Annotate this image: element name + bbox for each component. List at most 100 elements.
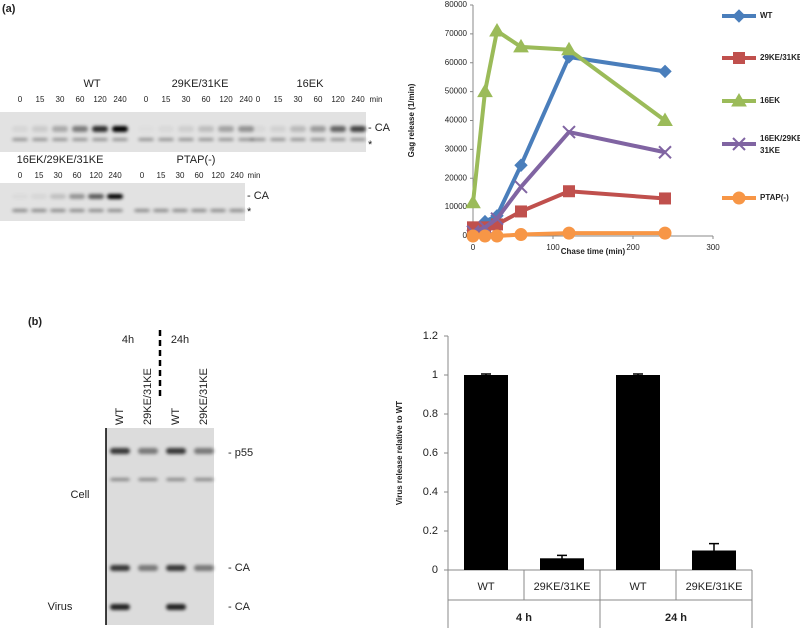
gel-band — [250, 126, 266, 132]
gel-band — [290, 138, 306, 141]
lane-label: 29KE/31KE — [198, 368, 210, 425]
series-line — [471, 54, 666, 232]
panel-label: (a) — [2, 3, 16, 15]
legend-marker — [731, 93, 747, 107]
y-axis-label: Virus release relative to WT — [395, 401, 404, 505]
legend-label: 16EK — [760, 96, 780, 105]
lane-label: 60 — [73, 171, 82, 180]
legend-marker — [732, 137, 746, 151]
gel-band — [290, 126, 306, 132]
legend-label: WT — [760, 11, 773, 20]
error-bar — [633, 373, 643, 376]
legend-label: PTAP(-) — [760, 193, 789, 202]
band-label: - CA — [247, 190, 270, 202]
error-bar — [557, 554, 567, 562]
lane-label: 120 — [219, 95, 233, 104]
panel-label: (b) — [28, 316, 42, 328]
x-tick-label: WT — [477, 581, 494, 593]
gel-band — [12, 138, 28, 141]
data-point — [658, 226, 672, 240]
legend-label: 29KE/31KE — [760, 53, 800, 62]
gel-band — [112, 126, 128, 132]
gel-image — [0, 183, 245, 221]
lane-label: 240 — [230, 171, 244, 180]
gel-band — [107, 209, 123, 212]
x-tick-label: 0 — [471, 243, 476, 252]
error-bar — [709, 542, 719, 558]
data-point — [659, 192, 671, 205]
error-bar — [481, 373, 491, 376]
gel-band — [107, 194, 123, 199]
y-tick-label: 10000 — [445, 202, 468, 211]
y-tick-label: 0.8 — [423, 408, 438, 420]
legend-marker — [732, 9, 746, 23]
gel-band — [238, 138, 254, 141]
gel-band — [218, 126, 234, 132]
lane-label: 60 — [195, 171, 204, 180]
lane-label: 29KE/31KE — [142, 368, 154, 425]
unit-label: min — [370, 95, 383, 104]
gel-band — [110, 565, 130, 571]
y-tick-label: 0 — [463, 231, 468, 240]
lane-label: 0 — [256, 95, 261, 104]
gel-band — [32, 138, 48, 141]
data-point — [466, 229, 480, 243]
group-label: 24 h — [665, 612, 687, 624]
lane-label: 240 — [113, 95, 127, 104]
gel-band — [112, 138, 128, 141]
gel-band — [12, 209, 28, 212]
gel-band — [194, 478, 214, 481]
gel-group-label: 16EK — [297, 78, 325, 90]
y-tick-label: 0.2 — [423, 525, 438, 537]
x-tick-label: 100 — [546, 243, 560, 252]
y-tick-label: 20000 — [445, 173, 468, 182]
legend-label: 16EK/29KE/31KE — [760, 134, 800, 155]
x-tick-label: 29KE/31KE — [534, 581, 591, 593]
gel-band — [166, 565, 186, 571]
data-point — [478, 229, 492, 243]
y-tick-label: 40000 — [445, 116, 468, 125]
gel-band — [158, 126, 174, 132]
lane-label: 120 — [331, 95, 345, 104]
lane-label: 30 — [182, 95, 191, 104]
row-label: Cell — [71, 489, 90, 501]
gel-band — [110, 604, 130, 610]
gel-band — [32, 126, 48, 132]
gel-band — [250, 138, 266, 141]
gel-group-label: 29KE/31KE — [172, 78, 229, 90]
gel-band — [138, 478, 158, 481]
data-point — [477, 83, 493, 98]
data-point — [489, 22, 505, 37]
data-point — [658, 64, 672, 79]
x-tick-label: 29KE/31KE — [686, 581, 743, 593]
gel-band — [198, 126, 214, 132]
group-label: 4 h — [516, 612, 532, 624]
lane-label: 120 — [93, 95, 107, 104]
lane-label: 60 — [202, 95, 211, 104]
gel-band — [310, 126, 326, 132]
data-point — [515, 205, 527, 218]
lane-label: 0 — [18, 95, 23, 104]
y-tick-label: 1.2 — [423, 330, 438, 342]
gel-band — [92, 138, 108, 141]
data-point — [562, 226, 576, 240]
gel-band — [50, 209, 66, 212]
data-point — [561, 41, 577, 56]
data-point — [514, 158, 528, 172]
data-point — [514, 180, 528, 194]
y-tick-label: 60000 — [445, 58, 468, 67]
legend-marker — [733, 52, 745, 64]
time-label: 24h — [171, 334, 189, 346]
gel-band — [229, 209, 245, 212]
gel-band — [198, 138, 214, 141]
data-point — [562, 125, 576, 139]
gel-band — [69, 209, 85, 212]
lane-label: 30 — [294, 95, 303, 104]
gel-band — [52, 126, 68, 132]
lane-label: 240 — [239, 95, 253, 104]
gel-band — [172, 209, 188, 212]
lane-label: 60 — [314, 95, 323, 104]
data-point — [658, 145, 672, 159]
band-label: * — [247, 206, 252, 218]
bar — [692, 550, 736, 570]
